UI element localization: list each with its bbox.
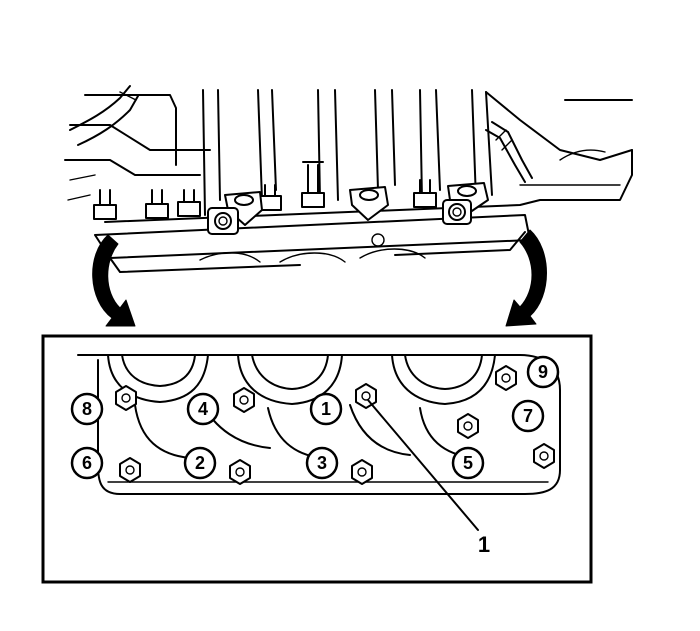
callout-label-7: 7 — [523, 406, 533, 426]
manifold-nut — [495, 365, 517, 391]
callout-label-2: 2 — [195, 453, 205, 473]
stud-nut — [301, 161, 325, 208]
callout-circle: 3 — [305, 446, 339, 480]
callout-label-5: 5 — [463, 453, 473, 473]
callout-label-3: 3 — [317, 453, 327, 473]
manifold-nut — [233, 387, 255, 413]
manifold-nut — [351, 459, 373, 485]
callout-label-9: 9 — [538, 362, 548, 382]
callout-label-4: 4 — [198, 399, 208, 419]
stud-nut — [177, 189, 201, 217]
callout-circle: 6 — [70, 446, 104, 480]
callout-circle: 2 — [183, 446, 217, 480]
engine-overview-drawing — [64, 85, 633, 273]
exhaust-manifold-detail — [77, 354, 561, 531]
view-arrow-right — [505, 229, 547, 327]
callout-circle: 9 — [526, 355, 560, 389]
view-arrow-left — [92, 234, 136, 327]
manifold-nut — [119, 457, 141, 483]
manifold-nut — [229, 459, 251, 485]
manifold-nut — [457, 413, 479, 439]
callout-circle: 4 — [186, 392, 220, 426]
callout-label-8: 8 — [82, 399, 92, 419]
callout-circle: 1 — [309, 392, 343, 426]
callout-circle: 8 — [70, 392, 104, 426]
stud-nut — [413, 179, 437, 208]
callout-circle: 5 — [451, 446, 485, 480]
callout-circle: 7 — [511, 399, 545, 433]
callout-label-6: 6 — [82, 453, 92, 473]
leader-line — [367, 399, 479, 531]
callout-label-1: 1 — [321, 399, 331, 419]
stud-nut — [93, 189, 117, 220]
stud-nut — [145, 189, 169, 219]
manifold-nut — [115, 385, 137, 411]
manifold-nut — [533, 443, 555, 469]
part-label: 1 — [478, 532, 490, 557]
